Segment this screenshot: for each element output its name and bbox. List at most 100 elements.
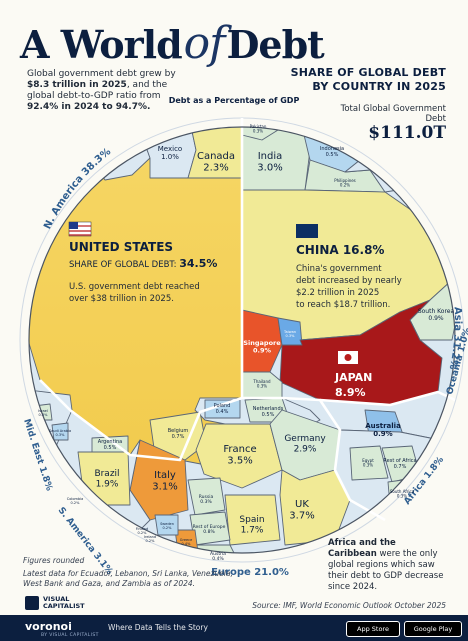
- cell-saudi-arabia: [51, 422, 69, 441]
- country-value-singapore: 0.9%: [253, 346, 272, 354]
- china-name: CHINA 16.8%: [296, 243, 384, 257]
- legend-title: Debt as a Percentage of GDP: [169, 96, 300, 105]
- us-callout: UNITED STATES SHARE OF GLOBAL DEBT: 34.5…: [68, 221, 217, 304]
- region-label-europe: Europe 21.0%: [211, 567, 289, 578]
- country-label-sweden: Sweden: [160, 522, 174, 526]
- country-label-philippines: Philippines: [334, 178, 356, 183]
- country-label-south-korea: South Korea: [418, 308, 455, 315]
- us-share: SHARE OF GLOBAL DEBT: 34.5%: [69, 257, 217, 270]
- country-value-argentina: 0.5%: [104, 445, 117, 451]
- cell-uk: [279, 469, 351, 546]
- country-value-south-korea: 0.9%: [428, 315, 444, 322]
- country-value-spain: 1.7%: [241, 525, 264, 535]
- title-part-2: Debt: [226, 22, 324, 67]
- country-label-brazil: Brazil: [94, 469, 119, 479]
- country-value-russia: 0.3%: [200, 499, 212, 505]
- country-value-rest-of-africa: 0.7%: [394, 464, 407, 470]
- country-label-australia: Australia: [365, 422, 401, 430]
- chart-subtitle: SHARE OF GLOBAL DEBT BY COUNTRY IN 2025: [291, 66, 446, 94]
- country-label-spain: Spain: [239, 515, 264, 525]
- us-share-label: SHARE OF GLOBAL DEBT:: [69, 260, 179, 270]
- country-label-rest-of-europe: Rest of Europe: [193, 524, 226, 530]
- region-label-s-america: S. America 3.1%: [56, 506, 115, 577]
- country-label-taiwan: Taiwan: [283, 330, 296, 334]
- country-label-israel: Israel: [38, 409, 48, 413]
- country-value-ireland: 0.2%: [146, 539, 156, 543]
- title-part-1: A World: [20, 22, 183, 67]
- title-of: of: [183, 18, 226, 69]
- vc-line-1: VISUAL: [43, 595, 70, 603]
- japan-name: JAPAN: [334, 371, 372, 384]
- country-value-taiwan: 0.3%: [286, 334, 296, 338]
- footer-bar: voronoi BY VISUAL CAPITALIST Where Data …: [0, 615, 468, 641]
- country-value-greece: 0.4%: [182, 542, 192, 546]
- country-value-thailand: 0.3%: [257, 384, 267, 389]
- us-name: UNITED STATES: [69, 240, 173, 254]
- voronoi-brand[interactable]: voronoi: [25, 620, 72, 633]
- page-title: A WorldofDebt: [20, 18, 325, 69]
- country-value-egypt: 0.3%: [363, 463, 373, 468]
- country-value-belgium: 0.7%: [172, 434, 185, 440]
- footer-tagline: Where Data Tells the Story: [108, 623, 208, 632]
- note-figures-rounded: Figures rounded: [23, 556, 85, 565]
- country-label-egypt: Egypt: [362, 458, 374, 463]
- country-label-thailand: Thailand: [252, 379, 271, 384]
- china-callout: CHINA 16.8% China's government debt incr…: [296, 224, 402, 310]
- country-label-russia: Russia: [199, 494, 214, 500]
- us-note-2: over $38 trillion in 2025.: [69, 294, 174, 304]
- country-value-mexico: 1.0%: [161, 153, 179, 161]
- country-label-indonesia: Indonesia: [320, 146, 344, 152]
- country-label-colombia: Colombia: [67, 497, 83, 501]
- country-label-greece: Greece: [180, 538, 192, 542]
- country-label-italy: Italy: [154, 470, 176, 481]
- cell-japan: [279, 299, 443, 406]
- country-value-sweden: 0.2%: [163, 526, 173, 530]
- vc-logo-text: VISUAL CAPITALIST: [43, 596, 103, 610]
- intro-text: Global government debt grew by $8.3 tril…: [27, 69, 177, 113]
- country-label-south-africa: South Africa: [390, 489, 415, 494]
- intro-a: Global government debt grew by: [27, 69, 176, 79]
- vc-logo-icon: [25, 596, 39, 610]
- country-value-france: 3.5%: [227, 456, 252, 467]
- country-value-australia: 0.9%: [373, 430, 392, 438]
- boundary-oceania: [319, 390, 456, 407]
- total-debt-value: $111.0T: [368, 123, 446, 143]
- visual-capitalist-logo[interactable]: VISUAL CAPITALIST: [25, 596, 105, 610]
- country-value-pakistan: 0.3%: [253, 129, 263, 134]
- country-label-argentina: Argentina: [98, 439, 122, 445]
- us-share-value: 34.5%: [179, 257, 217, 270]
- flag-japan-disc: [344, 354, 352, 361]
- boundary-south: [39, 379, 386, 522]
- country-value-india: 3.0%: [257, 163, 282, 174]
- country-label-france: France: [223, 444, 256, 455]
- country-label-poland: Poland: [214, 403, 231, 409]
- china-note-2: debt increased by nearly: [296, 276, 402, 286]
- cell-egypt: [349, 445, 389, 481]
- country-label-singapore: Singapore: [243, 339, 281, 347]
- country-label-canada: Canada: [197, 151, 235, 162]
- africa-note-bold: Africa and the Caribbean: [328, 538, 396, 559]
- intro-c: , and the global debt-to-GDP ratio from: [27, 80, 168, 101]
- country-label-mexico: Mexico: [158, 145, 182, 153]
- cell-sweden: [154, 514, 179, 536]
- google-play-button[interactable]: Google Play: [404, 621, 462, 637]
- country-value-brazil: 1.9%: [96, 479, 119, 489]
- country-value-germany: 2.9%: [294, 444, 317, 454]
- subtitle-line-1: SHARE OF GLOBAL DEBT: [290, 66, 446, 79]
- app-store-button[interactable]: App Store: [346, 621, 400, 637]
- country-value-uk: 3.7%: [289, 511, 314, 522]
- country-label-uk: UK: [295, 499, 309, 510]
- country-value-south-africa: 0.3%: [397, 494, 407, 499]
- country-value-netherlands: 0.5%: [262, 412, 275, 418]
- country-value-philippines: 0.2%: [340, 183, 350, 188]
- africa-note-rest: were the only global regions which saw t…: [328, 549, 444, 592]
- country-label-finland: Finland: [136, 527, 149, 531]
- country-label-saudi-arabia: Saudi Arabia: [49, 429, 71, 433]
- country-label-belgium: Belgium: [168, 428, 189, 434]
- china-note-1: China's government: [296, 264, 382, 274]
- source-note: Source: IMF, World Economic Outlook Octo…: [252, 601, 446, 610]
- country-value-austria: 0.4%: [212, 556, 224, 562]
